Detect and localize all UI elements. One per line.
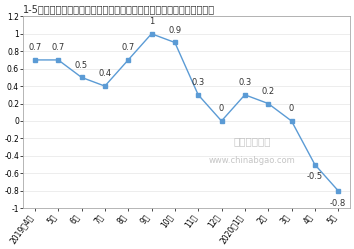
Text: 0.4: 0.4	[98, 69, 112, 78]
Text: 0.7: 0.7	[28, 43, 41, 52]
Text: www.chinabgao.com: www.chinabgao.com	[209, 156, 295, 165]
Text: 0.3: 0.3	[238, 78, 251, 87]
Text: -0.8: -0.8	[330, 198, 346, 208]
Text: -0.5: -0.5	[307, 172, 323, 182]
Text: 0.5: 0.5	[75, 61, 88, 69]
Text: 0.3: 0.3	[192, 78, 205, 87]
Text: 0.7: 0.7	[52, 43, 65, 52]
Text: 0.9: 0.9	[168, 26, 181, 35]
Text: 0: 0	[219, 104, 224, 113]
Text: 0.7: 0.7	[121, 43, 135, 52]
Text: 0: 0	[289, 104, 294, 113]
Text: 1: 1	[149, 17, 154, 26]
Text: 0.2: 0.2	[262, 87, 275, 96]
Text: 中国报告大厅: 中国报告大厅	[233, 136, 270, 146]
Text: 1-5月泵、阀门、压缩机及类似机械制造工业生产者出厂价格指数同比涨: 1-5月泵、阀门、压缩机及类似机械制造工业生产者出厂价格指数同比涨	[23, 4, 215, 14]
